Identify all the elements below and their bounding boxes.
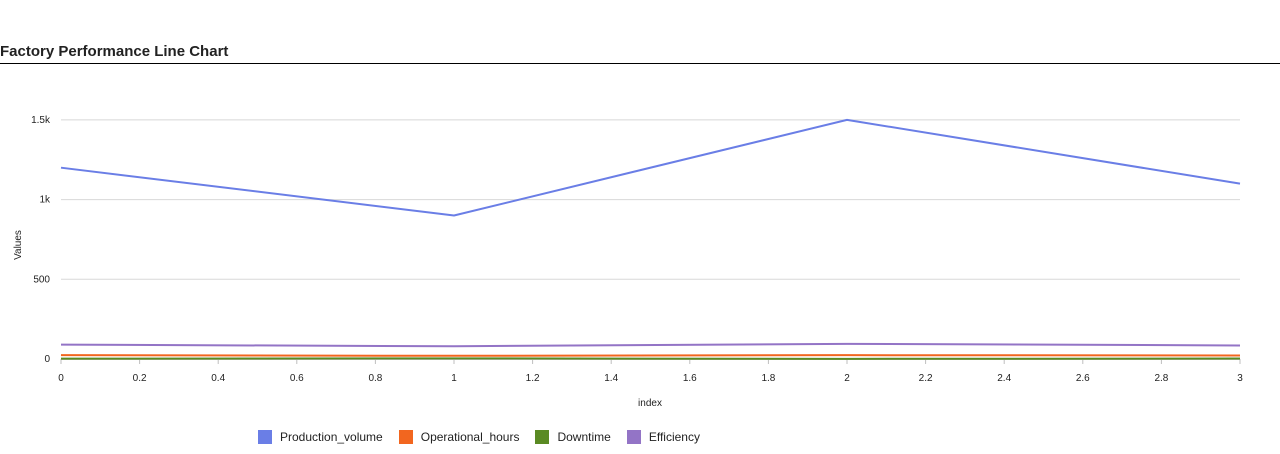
x-tick-label: 2.8	[1154, 373, 1168, 384]
x-tick-label: 2	[844, 373, 850, 384]
x-tick-label: 3	[1237, 373, 1243, 384]
legend-item-efficiency[interactable]: Efficiency	[626, 430, 700, 444]
x-tick-label: 0	[58, 373, 64, 384]
x-axis	[60, 359, 1241, 364]
legend-label: Operational_hours	[420, 430, 520, 444]
legend-swatch	[258, 430, 272, 444]
x-tick-label: 1.6	[683, 373, 697, 384]
x-tick-label: 1.4	[604, 373, 618, 384]
chart-title: Factory Performance Line Chart	[0, 43, 229, 60]
legend-label: Downtime	[557, 430, 611, 444]
legend-item-production-volume[interactable]: Production_volume	[258, 430, 383, 444]
x-tick-label: 1.2	[526, 373, 540, 384]
x-tick-label: 0.8	[368, 373, 382, 384]
legend-swatch	[535, 430, 550, 444]
x-tick-label: 0.2	[133, 373, 147, 384]
legend-swatch	[626, 430, 641, 444]
line-chart: 0 500 1k 1.5k 0 0.2 0.4 0.6 0.8 1 1.2 1.4 1.6 1.8 2 2.2…	[13, 115, 1243, 409]
legend-label: Production_volume	[280, 430, 383, 444]
x-tick-label: 2.4	[997, 373, 1011, 384]
y-tick-label: 0	[44, 354, 50, 365]
x-axis-title: index	[638, 398, 662, 409]
legend-label: Efficiency	[648, 430, 700, 444]
series-line-efficiency	[60, 342, 1241, 348]
tick-labels: 0 500 1k 1.5k 0 0.2 0.4 0.6 0.8 1 1.2 1.4 1.6 1.8 2 2.2…	[31, 115, 1243, 384]
title-divider	[0, 63, 1280, 64]
x-tick-label: 1	[451, 373, 457, 384]
grid-lines	[61, 119, 1240, 280]
y-tick-label: 1k	[39, 195, 51, 206]
y-axis-title: Values	[13, 230, 24, 260]
series-line-production-volume	[60, 118, 1241, 217]
y-tick-label: 1.5k	[31, 115, 51, 126]
legend-item-operational-hours[interactable]: Operational_hours	[398, 430, 520, 444]
legend-swatch	[398, 430, 413, 444]
x-tick-label: 1.8	[761, 373, 775, 384]
x-tick-label: 0.4	[211, 373, 225, 384]
x-tick-label: 2.2	[919, 373, 933, 384]
series-lines	[60, 118, 1241, 360]
y-tick-label: 500	[33, 274, 50, 285]
x-tick-label: 0.6	[290, 373, 304, 384]
legend-item-downtime[interactable]: Downtime	[535, 430, 611, 444]
x-tick-label: 2.6	[1076, 373, 1090, 384]
chart-legend: Production_volume Operational_hours Downti…	[258, 430, 716, 444]
series-line-operational-hours	[60, 354, 1241, 357]
